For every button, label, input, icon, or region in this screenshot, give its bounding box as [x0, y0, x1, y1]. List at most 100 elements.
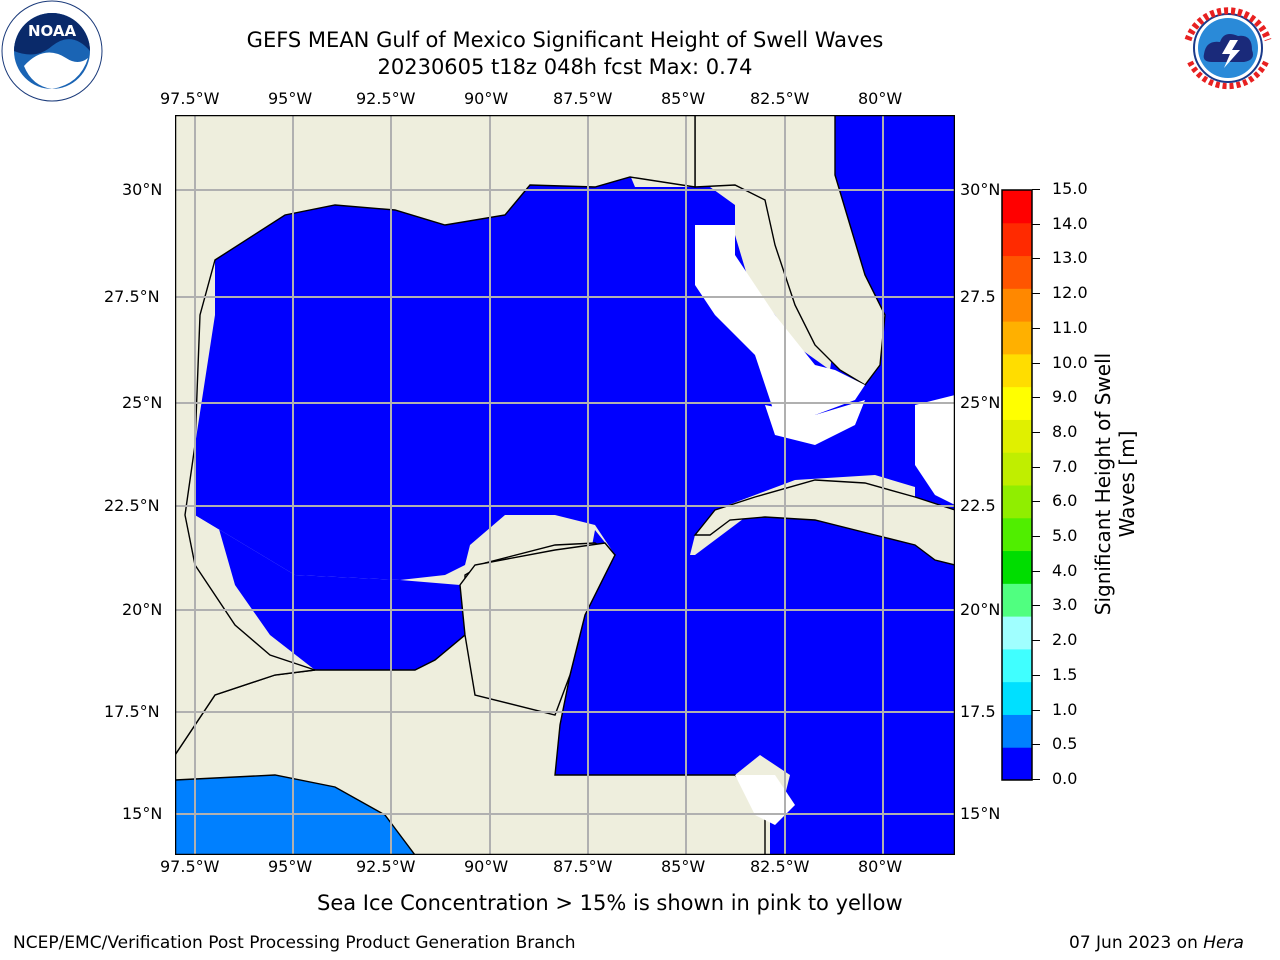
colorbar-segment: [1002, 386, 1032, 420]
colorbar-tick-label: 12.0: [1052, 283, 1088, 303]
colorbar-tick-mark: [1032, 744, 1040, 746]
lat-label-left: 20°N: [122, 600, 163, 619]
lon-label-top: 95°W: [268, 89, 313, 108]
lon-label-top: 90°W: [464, 89, 509, 108]
colorbar-tick-mark: [1032, 674, 1040, 676]
colorbar-segment: [1002, 419, 1032, 453]
colorbar-tick-label: 11.0: [1052, 317, 1088, 337]
colorbar-tick-mark: [1032, 362, 1040, 364]
colorbar-segment: [1002, 648, 1032, 683]
no-data-bahamas: [915, 395, 954, 505]
colorbar-tick-label: 13.0: [1052, 248, 1088, 268]
colorbar-tick-mark: [1032, 709, 1040, 711]
western-gulf-edge: [195, 445, 475, 675]
noaa-logo-icon: NOAA: [1, 0, 103, 102]
colorbar-segment: [1002, 321, 1032, 355]
colorbar-tick-mark: [1032, 466, 1040, 468]
lon-label-bottom: 85°W: [661, 857, 706, 876]
colorbar-tick-mark: [1032, 327, 1040, 329]
colorbar-tick-mark: [1032, 258, 1040, 260]
colorbar-tick-label: 2.0: [1052, 630, 1078, 650]
colorbar-tick-mark: [1032, 293, 1040, 295]
colorbar-tick-mark: [1032, 189, 1040, 190]
lon-label-top: 85°W: [661, 89, 706, 108]
colorbar-segment: [1002, 452, 1032, 486]
lon-label-bottom: 90°W: [464, 857, 509, 876]
no-data-florida-keys: [765, 400, 865, 445]
no-data-honduras-shelf: [735, 775, 795, 825]
colorbar-segment: [1002, 616, 1032, 650]
footer-date-text: 07 Jun 2023 on: [1069, 933, 1204, 953]
colorbar-tick-label: 1.0: [1052, 699, 1078, 719]
colorbar-tick-mark: [1032, 570, 1040, 572]
gulf-of-mexico-map: [175, 115, 955, 855]
colorbar-tick-label: 9.0: [1052, 387, 1078, 407]
lat-label-right: 17.5: [960, 702, 996, 721]
lon-label-bottom: 87.5°W: [553, 857, 613, 876]
lat-label-left: 15°N: [122, 804, 163, 823]
colorbar-segment: [1002, 288, 1032, 322]
caribbean-swell-field: [550, 500, 954, 854]
lat-label-right: 30°N: [960, 180, 1001, 199]
lon-label-top: 97.5°W: [160, 89, 220, 108]
mexico-coast-land: [175, 115, 696, 757]
lon-label-top: 92.5°W: [356, 89, 416, 108]
colorbar-tick-mark: [1032, 605, 1040, 607]
colorbar-tick-mark: [1032, 501, 1040, 503]
lat-label-left: 25°N: [122, 393, 163, 412]
footer-credit: NCEP/EMC/Verification Post Processing Pr…: [13, 933, 576, 953]
lon-label-bottom: 92.5°W: [356, 857, 416, 876]
map-grid: [175, 115, 955, 855]
colorbar-tick-mark: [1032, 397, 1040, 399]
colorbar-segment: [1002, 517, 1032, 552]
colorbar-tick-label: 3.0: [1052, 595, 1078, 615]
colorbar-segment: [1002, 583, 1032, 617]
colorbar-segment: [1002, 681, 1032, 715]
colorbar-tick-label: 5.0: [1052, 526, 1078, 546]
lat-label-left: 22.5°N: [104, 496, 160, 515]
lon-label-bottom: 80°W: [858, 857, 903, 876]
colorbar-segment: [1002, 222, 1032, 257]
lat-label-right: 27.5: [960, 287, 996, 306]
florida-land: [694, 115, 886, 386]
colorbar-tick-label: 0.0: [1052, 769, 1078, 788]
lon-label-top: 82.5°W: [750, 89, 810, 108]
lat-label-right: 15°N: [960, 804, 1001, 823]
colorbar-tick-mark: [1032, 640, 1040, 642]
lat-label-right: 20°N: [960, 600, 1001, 619]
colorbar-segment: [1002, 550, 1032, 584]
national-weather-service-logo-icon: [1182, 2, 1274, 94]
lat-label-left: 17.5°N: [104, 702, 160, 721]
colorbar-tick-mark: [1032, 431, 1040, 433]
colorbar-segment: [1002, 714, 1032, 748]
chart-title: GEFS MEAN Gulf of Mexico Significant Hei…: [246, 28, 884, 52]
lat-label-left: 27.5°N: [104, 287, 160, 306]
colorbar-tick-mark: [1032, 779, 1040, 780]
colorbar-label: Significant Height of Swell Waves [m]: [1091, 352, 1139, 616]
chart-subtitle: 20230605 t18z 048h fcst Max: 0.74: [377, 55, 753, 79]
no-data-florida-shelf: [695, 225, 865, 415]
lon-label-bottom: 97.5°W: [160, 857, 220, 876]
colorbar-tick-mark: [1032, 536, 1040, 538]
lon-label-bottom: 82.5°W: [750, 857, 810, 876]
colorbar-tick-label: 7.0: [1052, 456, 1078, 476]
colorbar-segment: [1002, 353, 1032, 388]
lat-label-right: 25°N: [960, 393, 1001, 412]
colorbar-tick-label: 1.5: [1052, 664, 1078, 684]
sea-ice-note: Sea Ice Concentration > 15% is shown in …: [317, 891, 903, 915]
colorbar-segment: [1002, 255, 1032, 289]
lat-label-left: 30°N: [122, 180, 163, 199]
colorbar-tick-label: 0.5: [1052, 734, 1078, 754]
lon-label-top: 80°W: [858, 89, 903, 108]
colorbar-tick-label: 15.0: [1052, 179, 1088, 198]
colorbar-tick-label: 6.0: [1052, 491, 1078, 511]
colorbar: [1001, 189, 1033, 781]
footer-machine: Hera: [1203, 933, 1244, 953]
colorbar-segment: [1002, 190, 1032, 224]
colorbar-tick-label: 4.0: [1052, 560, 1078, 580]
colorbar-segment: [1002, 747, 1032, 781]
gulf-swell-field: [195, 115, 954, 580]
colorbar-tick-mark: [1032, 223, 1040, 225]
lon-label-top: 87.5°W: [553, 89, 613, 108]
colorbar-segment: [1002, 485, 1032, 519]
